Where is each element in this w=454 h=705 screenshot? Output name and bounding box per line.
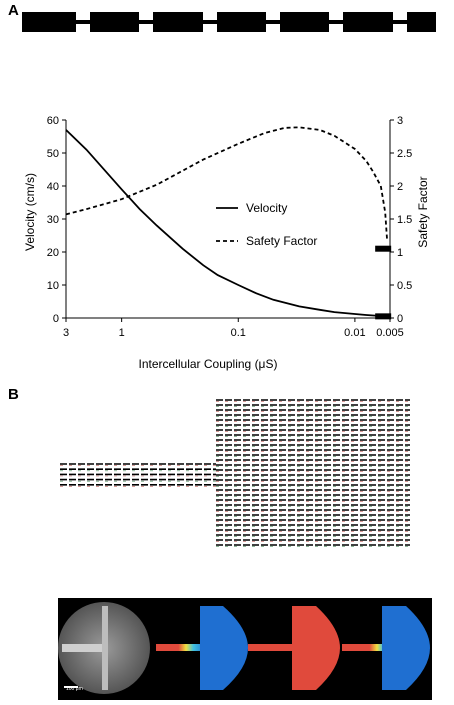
- gap-junction-3: [200, 12, 220, 32]
- micrograph-image: [58, 602, 150, 694]
- y2-tick-label: 2: [397, 181, 403, 193]
- simulation-frame-2: [248, 606, 340, 690]
- cell-chain-diagram: [22, 12, 436, 32]
- y2-tick-label: 1.5: [397, 214, 412, 226]
- microscopy-strip: 100 μm: [58, 598, 432, 700]
- y-tick-label: 60: [47, 115, 59, 127]
- scale-bar-label: 100 μm: [66, 686, 83, 692]
- velocity-end-marker: [375, 313, 392, 320]
- gap-junction-6: [390, 12, 410, 32]
- safety-factor-line: [65, 126, 388, 239]
- cell-grid-diagram: [60, 399, 410, 547]
- gap-junction-1: [73, 12, 93, 32]
- x-tick-label: 3: [63, 327, 69, 339]
- x-tick-label: 0.1: [231, 327, 246, 339]
- y-tick-label: 20: [47, 247, 59, 259]
- y2-axis-label: Safety Factor: [416, 176, 430, 247]
- x-tick-label: 0.005: [376, 327, 404, 339]
- y-tick-label: 50: [47, 148, 59, 160]
- y2-tick-label: 0: [397, 313, 403, 325]
- y-tick-label: 40: [47, 181, 59, 193]
- simulation-frame-3: [342, 606, 430, 690]
- y2-tick-label: 2.5: [397, 148, 412, 160]
- x-tick-label: 1: [119, 327, 125, 339]
- velocity-safety-chart: 0 10 20 30 40 50 60 0 0.5 1 1.5 2 2.5 3 3 1 0.1 0.01 0.005…: [23, 115, 430, 371]
- panel-b-label: B: [8, 386, 19, 403]
- y2-tick-label: 3: [397, 115, 403, 127]
- y2-tick-label: 1: [397, 247, 403, 259]
- y2-tick-label: 0.5: [397, 280, 412, 292]
- gap-junction-4: [263, 12, 283, 32]
- y-tick-label: 0: [53, 313, 59, 325]
- y-tick-label: 30: [47, 214, 59, 226]
- x-tick-label: 0.01: [344, 327, 365, 339]
- velocity-line: [65, 129, 391, 318]
- gap-junction-5: [326, 12, 346, 32]
- safety-end-marker: [375, 245, 392, 252]
- scale-bar: [64, 686, 78, 688]
- y-tick-label: 10: [47, 280, 59, 292]
- x-axis-label: Intercellular Coupling (μS): [139, 357, 278, 371]
- simulation-frame-1: [156, 606, 248, 690]
- y-axis-label: Velocity (cm/s): [23, 173, 37, 251]
- gap-junction-2: [136, 12, 156, 32]
- legend-velocity-label: Velocity: [246, 201, 287, 215]
- legend-safety-label: Safety Factor: [246, 234, 317, 248]
- panel-a-label: A: [8, 2, 19, 19]
